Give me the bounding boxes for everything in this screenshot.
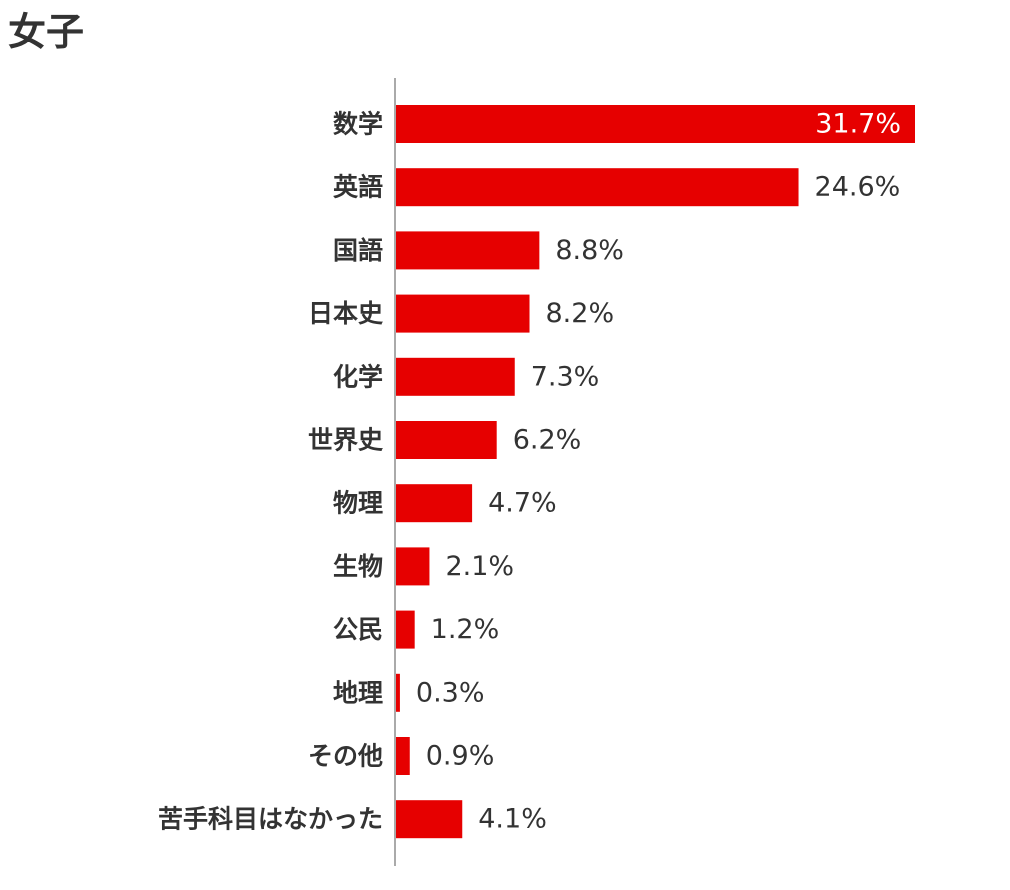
category-label-3: 日本史 (308, 299, 384, 328)
bar-5 (395, 421, 497, 459)
bar-1 (395, 168, 799, 207)
category-label-11: 苦手科目はなかった (158, 805, 383, 834)
value-label-3: 8.2% (546, 298, 615, 329)
bars-layer (395, 105, 915, 839)
category-label-10: その他 (308, 742, 383, 771)
bar-3 (395, 294, 530, 333)
value-label-6: 4.7% (488, 488, 557, 519)
category-label-4: 化学 (333, 362, 383, 391)
bar-8 (395, 610, 415, 649)
bar-7 (395, 547, 430, 586)
labels-layer: 数学 31.7% 英語 24.6% 国語 8.8% 日本史 8.2% 化学 7.3% 世界史 6.2%… (158, 109, 901, 835)
bar-10 (395, 737, 410, 775)
value-label-7: 2.1% (445, 551, 514, 582)
category-label-1: 英語 (333, 173, 383, 202)
value-label-11: 4.1% (478, 804, 547, 835)
category-label-6: 物理 (333, 489, 383, 518)
category-label-8: 公民 (333, 615, 383, 644)
value-label-9: 0.3% (416, 677, 485, 708)
category-label-9: 地理 (333, 678, 383, 707)
value-label-2: 8.8% (555, 235, 624, 266)
bar-2 (395, 231, 540, 270)
value-label-0: 31.7% (815, 109, 901, 140)
bar-11 (395, 800, 463, 839)
bar-6 (395, 484, 473, 523)
bar-4 (395, 357, 515, 396)
category-label-0: 数学 (333, 110, 383, 139)
value-label-10: 0.9% (426, 741, 495, 772)
category-label-7: 生物 (333, 552, 383, 581)
value-label-4: 7.3% (531, 361, 600, 392)
value-label-5: 6.2% (513, 425, 582, 456)
category-label-2: 国語 (333, 236, 383, 265)
value-label-8: 1.2% (431, 614, 500, 645)
value-label-1: 24.6% (815, 172, 901, 203)
category-label-5: 世界史 (308, 426, 384, 455)
bar-0 (395, 105, 915, 143)
chart-title: 女子 (8, 10, 85, 54)
bar-9 (395, 673, 400, 712)
